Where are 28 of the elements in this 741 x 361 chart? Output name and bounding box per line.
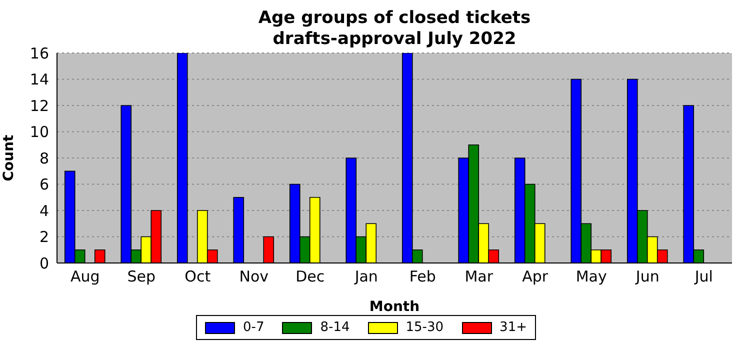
chart-title: Age groups of closed tickets drafts-approval July 2022 (257, 8, 532, 50)
y-tick-label: 10 (30, 123, 49, 142)
x-tick-label: Jul (694, 268, 713, 286)
x-tick-label: Jan (354, 268, 378, 286)
y-tick-label: 0 (39, 254, 49, 272)
x-tick-label: Dec (296, 268, 325, 286)
y-axis-title: Count (0, 134, 17, 182)
y-tick-label: 14 (30, 70, 49, 89)
y-tick-label: 12 (30, 96, 49, 115)
y-tick-label: 4 (39, 202, 49, 220)
x-tick-label: Mar (464, 268, 494, 286)
legend-label: 15-30 (406, 320, 444, 335)
x-tick-label: Jun (634, 268, 660, 286)
x-tick-label: Sep (127, 268, 156, 286)
y-tick-label: 16 (30, 44, 49, 62)
legend-label: 8-14 (320, 320, 350, 335)
x-tick-label: May (576, 268, 607, 286)
legend-label: 31+ (500, 320, 527, 335)
x-tick-label: Oct (184, 268, 211, 286)
x-tick-label: Feb (409, 268, 436, 286)
y-tick-label: 8 (39, 149, 49, 168)
x-tick-label: Apr (522, 268, 549, 286)
x-tick-label: Aug (70, 268, 100, 286)
y-tick-label: 6 (39, 176, 49, 194)
y-tick-label: 2 (39, 228, 49, 246)
x-tick-label: Nov (239, 268, 269, 286)
legend-label: 0-7 (243, 320, 264, 335)
x-axis-title: Month (369, 299, 420, 315)
